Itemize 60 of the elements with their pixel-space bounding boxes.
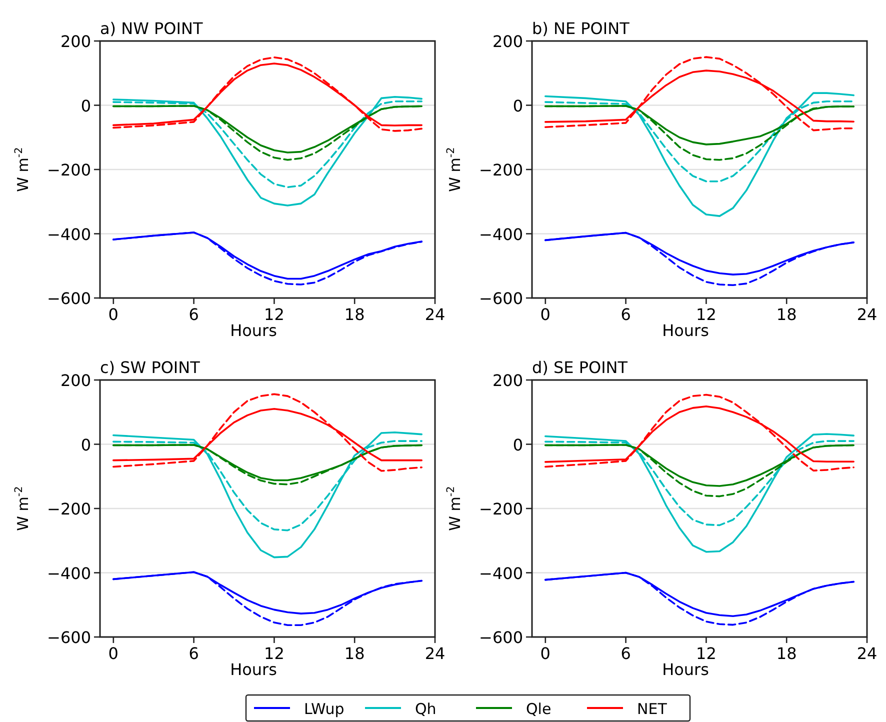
x-tick-label: 12 [264,305,284,324]
x-tick-label: 0 [540,305,550,324]
x-tick-label: 6 [188,305,199,324]
x-tick-label: 24 [856,305,878,324]
legend-label: NET [637,700,668,718]
y-tick-label: 0 [512,96,523,116]
line-series [112,393,422,472]
x-tick-label: 6 [620,644,631,663]
y-tick-label: −600 [479,628,523,647]
y-tick-label: −200 [479,160,523,180]
line-series [112,56,422,132]
x-tick-label: 24 [856,644,878,663]
chart-title: c) SW POINT [100,358,200,377]
y-tick-label: 200 [60,371,91,390]
x-tick-label: 12 [696,305,716,324]
x-axis-title: Hours [230,660,277,679]
x-tick-label: 0 [540,644,550,663]
legend-label: Qh [415,700,436,718]
y-tick-label: −400 [479,224,523,244]
x-tick-label: 6 [620,305,631,324]
x-axis-title: Hours [662,321,709,340]
y-tick-label: 0 [512,435,523,454]
chart-title: a) NW POINT [100,19,203,38]
y-tick-label: 0 [80,435,91,454]
y-tick-label: 0 [80,96,91,116]
x-tick-label: 0 [108,305,118,324]
y-tick-label: −200 [479,500,523,518]
x-tick-label: 18 [776,305,797,324]
y-tick-label: −400 [47,224,91,244]
x-tick-label: 18 [344,305,365,324]
y-tick-label: −200 [47,160,91,180]
legend-label: Qle [526,700,552,718]
line-series [544,56,854,132]
line-series [544,92,854,217]
x-tick-label: 18 [344,644,365,663]
y-tick-label: 200 [492,371,523,390]
y-tick-label: −400 [47,564,91,583]
line-series [112,96,422,206]
chart-title: d) SE POINT [532,358,628,377]
y-tick-label: −200 [47,500,91,518]
y-tick-label: −600 [479,289,523,308]
x-tick-label: 24 [424,644,446,663]
x-tick-label: 18 [776,644,797,663]
x-tick-label: 12 [264,644,284,663]
y-tick-label: −400 [479,564,523,583]
x-tick-label: 24 [424,305,446,324]
chart-title: b) NE POINT [532,19,630,38]
line-series [112,431,422,558]
x-axis-title: Hours [230,321,277,340]
y-tick-label: −600 [47,628,91,647]
x-axis-title: Hours [662,660,709,679]
line-series [544,394,854,472]
line-series [544,433,854,553]
y-tick-label: 200 [60,32,91,51]
legend-label: LWup [304,700,344,718]
x-tick-label: 12 [696,644,716,663]
x-tick-label: 0 [108,644,118,663]
x-tick-label: 6 [188,644,199,663]
y-tick-label: −600 [47,289,91,308]
y-tick-label: 200 [492,32,523,51]
